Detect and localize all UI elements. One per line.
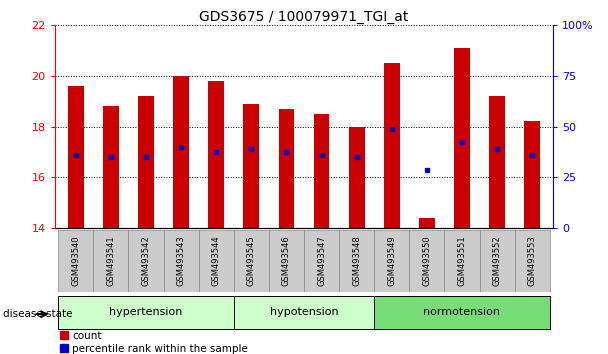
Bar	[314, 114, 330, 228]
FancyBboxPatch shape	[234, 296, 374, 329]
FancyBboxPatch shape	[480, 230, 514, 292]
Text: GSM493542: GSM493542	[142, 236, 151, 286]
Bar	[349, 127, 365, 228]
FancyBboxPatch shape	[58, 296, 234, 329]
Bar	[524, 121, 540, 228]
Legend: count, percentile rank within the sample: count, percentile rank within the sample	[60, 331, 248, 354]
Bar	[384, 63, 399, 228]
FancyBboxPatch shape	[164, 230, 199, 292]
Bar	[489, 96, 505, 228]
Text: GSM493545: GSM493545	[247, 236, 256, 286]
Text: hypotension: hypotension	[270, 307, 338, 318]
Text: GSM493549: GSM493549	[387, 236, 396, 286]
FancyBboxPatch shape	[374, 296, 550, 329]
FancyBboxPatch shape	[339, 230, 374, 292]
Bar	[138, 96, 154, 228]
FancyBboxPatch shape	[94, 230, 128, 292]
FancyBboxPatch shape	[58, 230, 94, 292]
FancyBboxPatch shape	[269, 230, 304, 292]
Text: GSM493548: GSM493548	[352, 236, 361, 286]
Text: disease state: disease state	[3, 309, 72, 319]
Bar	[68, 86, 84, 228]
FancyBboxPatch shape	[304, 230, 339, 292]
FancyBboxPatch shape	[409, 230, 444, 292]
Text: GSM493543: GSM493543	[176, 236, 185, 286]
Text: GSM493540: GSM493540	[71, 236, 80, 286]
Bar	[243, 104, 259, 228]
Text: GSM493552: GSM493552	[492, 236, 502, 286]
Text: GSM493546: GSM493546	[282, 236, 291, 286]
Text: GSM493547: GSM493547	[317, 236, 326, 286]
FancyBboxPatch shape	[234, 230, 269, 292]
Text: GSM493550: GSM493550	[423, 236, 432, 286]
Bar	[209, 81, 224, 228]
FancyBboxPatch shape	[444, 230, 480, 292]
Text: GSM493541: GSM493541	[106, 236, 116, 286]
Bar	[419, 218, 435, 228]
Text: GSM493553: GSM493553	[528, 236, 537, 286]
FancyBboxPatch shape	[128, 230, 164, 292]
Bar	[454, 48, 470, 228]
Bar	[173, 76, 189, 228]
FancyBboxPatch shape	[514, 230, 550, 292]
Text: normotension: normotension	[424, 307, 500, 318]
Text: hypertension: hypertension	[109, 307, 182, 318]
FancyBboxPatch shape	[374, 230, 409, 292]
FancyBboxPatch shape	[199, 230, 234, 292]
Text: GSM493544: GSM493544	[212, 236, 221, 286]
Bar	[103, 106, 119, 228]
Title: GDS3675 / 100079971_TGI_at: GDS3675 / 100079971_TGI_at	[199, 10, 409, 24]
Text: GSM493551: GSM493551	[457, 236, 466, 286]
Bar	[278, 109, 294, 228]
